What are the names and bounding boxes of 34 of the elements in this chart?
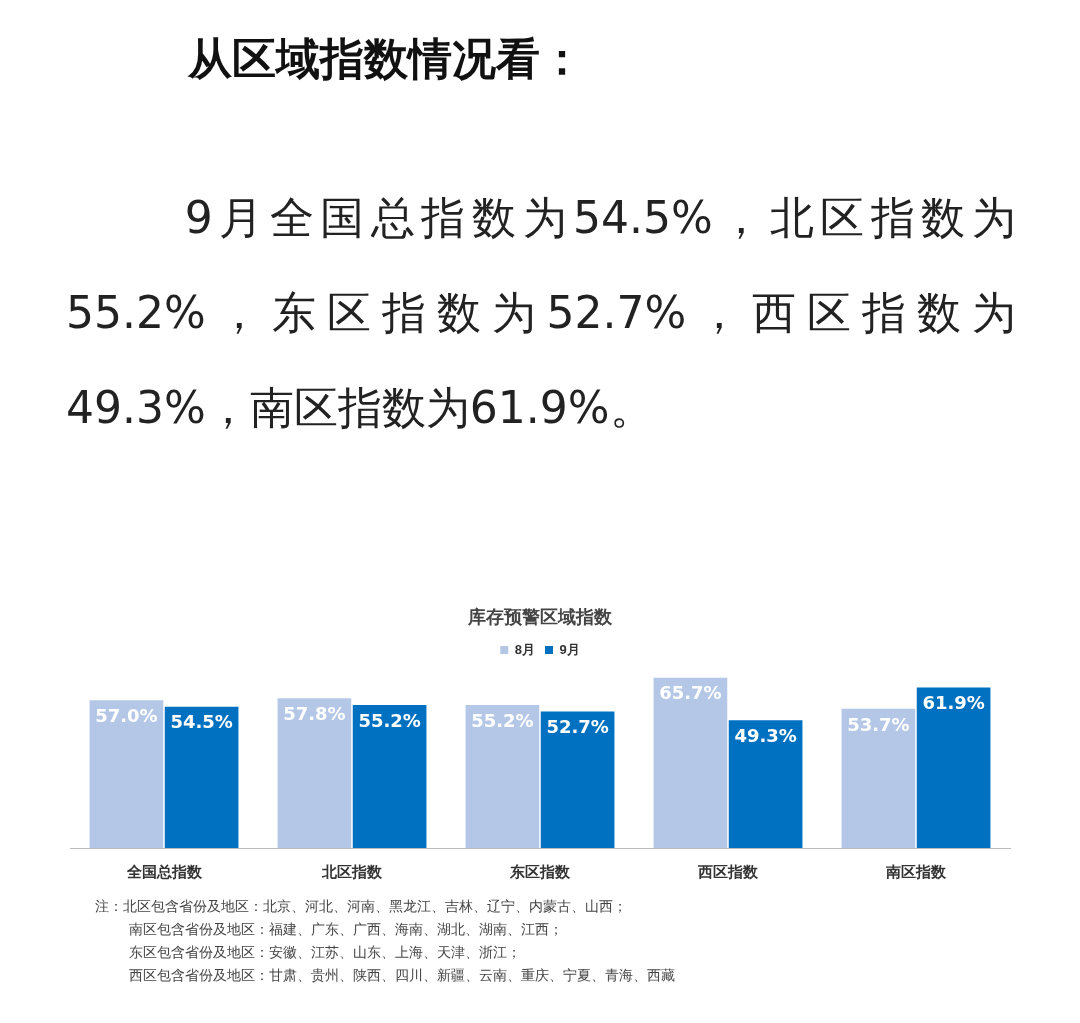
text: 注：北区包含省份及地区：北京、河北、河南、黑龙江、吉林、辽宁、内蒙古、山西；: [95, 897, 628, 916]
x-tick-label: 东区指数: [509, 863, 571, 881]
data-label: 57.8%: [283, 702, 346, 724]
bar: [728, 720, 803, 848]
text: 9月全国总指数为54.5%，北区指数为55.2%，东区指数为52.7%，西区指数为49.3%，南区指数为61.9%。: [66, 191, 1016, 435]
chart-title: 库存预警区域指数: [467, 606, 613, 628]
legend-label: 8月: [514, 641, 535, 657]
text: 南区包含省份及地区：福建、广东、广西、海南、湖北、湖南、江西；: [128, 920, 564, 939]
text: 东区包含省份及地区：安徽、江苏、山东、上海、天津、浙江；: [128, 943, 522, 962]
data-label: 61.9%: [922, 692, 985, 714]
bar: [465, 704, 540, 848]
bar: [277, 698, 352, 848]
bar: [841, 708, 916, 848]
data-label: 54.5%: [170, 711, 233, 733]
bar: [540, 711, 615, 848]
x-tick-label: 全国总指数: [125, 863, 203, 881]
data-label: 52.7%: [546, 716, 609, 738]
data-label: 49.3%: [734, 724, 797, 746]
text: 西区包含省份及地区：甘肃、贵州、陕西、四川、新疆、云南、重庆、宁夏、青海、西藏: [128, 966, 675, 985]
bar: [653, 677, 728, 848]
data-label: 55.2%: [471, 709, 534, 731]
x-tick-label: 南区指数: [885, 863, 947, 881]
text: 从区域指数情况看：: [188, 32, 584, 86]
legend-label: 9月: [559, 641, 580, 657]
data-label: 57.0%: [95, 704, 158, 726]
bar: [164, 706, 239, 848]
bar: [89, 700, 164, 848]
data-label: 53.7%: [847, 713, 910, 735]
x-tick-label: 西区指数: [697, 863, 759, 881]
bar: [916, 687, 991, 848]
data-label: 65.7%: [659, 682, 722, 704]
x-tick-label: 北区指数: [321, 863, 383, 881]
bar: [352, 704, 427, 848]
data-label: 55.2%: [358, 709, 421, 731]
